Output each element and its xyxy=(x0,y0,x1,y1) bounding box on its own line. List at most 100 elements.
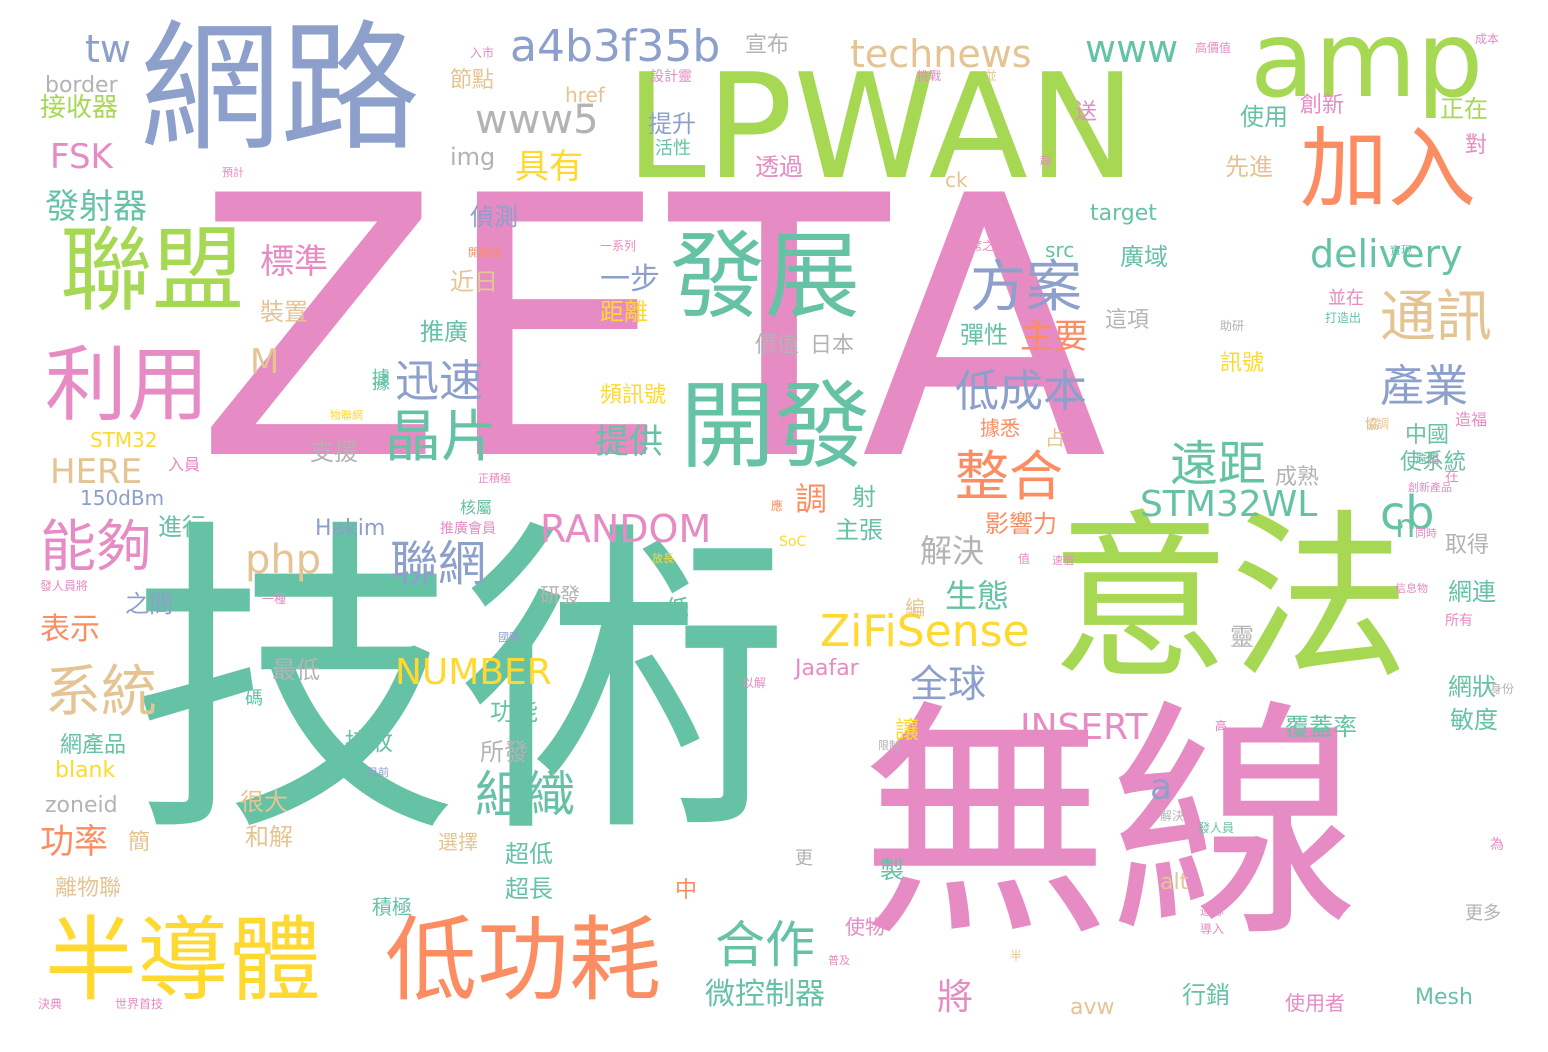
word-cloud-word: 運隊 xyxy=(1200,904,1225,918)
word-cloud-word: 高價值 xyxy=(1195,41,1232,55)
word-cloud-word: 功率 xyxy=(40,822,108,862)
word-cloud-word: 正在 xyxy=(1440,95,1488,123)
word-cloud-word: 功能 xyxy=(490,698,538,726)
word-cloud-word: 敏度 xyxy=(1450,706,1498,734)
word-cloud-word: 高 xyxy=(1215,719,1228,733)
word-cloud-word: 核屬 xyxy=(460,498,493,517)
word-cloud-word: 在 xyxy=(1445,469,1459,485)
word-cloud-word: 成本 xyxy=(1475,32,1500,46)
word-cloud-word: 低功耗 xyxy=(385,907,662,1014)
word-cloud-word: 據 xyxy=(372,368,390,389)
word-cloud-word: 方案 xyxy=(970,255,1082,320)
word-cloud-word: 日本 xyxy=(810,333,855,358)
word-cloud-word: alt xyxy=(1160,870,1189,895)
word-cloud-word: 行銷 xyxy=(1182,981,1230,1009)
word-cloud-word: 身份 xyxy=(1490,682,1515,696)
word-cloud-word: 協調 xyxy=(1365,417,1390,431)
word-cloud-word: 速值 xyxy=(1052,554,1074,567)
word-cloud-word: 創新產品 xyxy=(1408,481,1452,494)
word-cloud-word: 半 xyxy=(1010,949,1023,963)
word-cloud-word: www xyxy=(1085,27,1179,71)
word-cloud-word: 更多 xyxy=(1465,903,1501,924)
word-cloud-word: 之間 xyxy=(125,590,173,618)
word-cloud-word: ck xyxy=(945,168,968,192)
word-cloud-word: 產業 xyxy=(1380,361,1468,412)
word-cloud-word: 全球 xyxy=(910,662,987,706)
word-cloud-word: 製 xyxy=(880,856,904,884)
word-cloud-word: 推廣會員 xyxy=(440,521,496,537)
word-cloud-word: 最低 xyxy=(272,656,320,684)
word-cloud-word: 標準 xyxy=(260,242,328,282)
word-cloud-word: 網產品 xyxy=(60,733,127,758)
word-cloud-word: 以解 xyxy=(742,676,767,690)
word-cloud-word: INSERT xyxy=(1020,707,1148,748)
word-cloud-word: 入員 xyxy=(168,455,201,474)
word-cloud-word: 設計靈 xyxy=(650,69,692,85)
word-cloud-word: 表示 xyxy=(40,612,100,647)
word-cloud-word: 圖 xyxy=(765,219,776,232)
word-cloud-word: 訊號 xyxy=(1220,351,1265,376)
word-cloud-word: a4b3f35b xyxy=(510,21,721,72)
word-cloud-word: blank xyxy=(55,758,116,783)
word-cloud-word: 支援 xyxy=(310,438,358,466)
word-cloud-word: 應 xyxy=(771,499,784,513)
word-cloud-word: 入市 xyxy=(470,46,495,60)
word-cloud-word: 整合 xyxy=(955,445,1063,508)
word-cloud-word: 超長 xyxy=(505,875,553,903)
word-cloud-word: HERE xyxy=(50,452,143,492)
word-cloud-word: 離物聯 xyxy=(55,876,122,901)
word-cloud-word: delivery xyxy=(1310,232,1463,276)
word-cloud-word: 發展 xyxy=(670,222,861,332)
word-cloud-word: 微控制器 xyxy=(705,977,825,1012)
word-cloud-word: 對 xyxy=(1465,133,1488,158)
word-cloud-word: 讓 xyxy=(895,716,919,744)
word-cloud-word: 迅速 xyxy=(395,356,483,407)
word-cloud-word: 廣域 xyxy=(1120,243,1168,271)
word-cloud-word: target xyxy=(1090,201,1157,226)
word-cloud-word: 裝置 xyxy=(260,298,308,326)
word-cloud-word: href xyxy=(565,83,605,107)
word-cloud-word: php xyxy=(245,537,322,583)
word-cloud-word: 這項 xyxy=(1105,308,1150,333)
word-cloud-word: 所發 xyxy=(480,738,528,766)
word-cloud-word: 一步 xyxy=(600,262,660,297)
word-cloud-word: 挑戰 xyxy=(917,69,942,83)
word-cloud-word: src xyxy=(1045,238,1075,262)
word-cloud-word: 覆蓋率 xyxy=(1285,713,1357,741)
word-cloud-word: 發人員 xyxy=(1198,821,1235,835)
word-cloud-word: img xyxy=(450,143,496,171)
word-cloud-word: 節點 xyxy=(450,68,495,93)
word-cloud-word: 能夠 xyxy=(40,515,152,580)
word-cloud-word: 超 xyxy=(1040,154,1051,167)
word-cloud-word: 彈性 xyxy=(960,321,1008,349)
word-cloud-word: 開發 xyxy=(680,372,871,482)
word-cloud-word: 遠距 xyxy=(1170,436,1267,492)
word-cloud-word: 低成本 xyxy=(955,366,1087,417)
word-cloud-word: RANDOM xyxy=(540,507,712,551)
word-cloud-word: 網路 xyxy=(140,8,421,171)
word-cloud-word: 聯盟 xyxy=(60,217,245,324)
word-cloud-word: 靈 xyxy=(1230,623,1254,651)
word-cloud-word: 使用者 xyxy=(1285,991,1345,1015)
word-cloud-word: 世界首技 xyxy=(115,997,164,1011)
word-cloud-word: Mesh xyxy=(1415,985,1473,1010)
word-cloud-word: 信息物 xyxy=(1395,582,1428,595)
word-cloud-word: amp xyxy=(1250,0,1484,121)
word-cloud-word: zoneid xyxy=(45,793,118,818)
word-cloud-word: 一席之地 xyxy=(958,239,1007,253)
word-cloud-word: 調 xyxy=(795,480,828,518)
word-cloud-word: STM32 xyxy=(90,428,158,452)
word-cloud-word: 據悉 xyxy=(980,416,1020,440)
word-cloud-word: 解決 xyxy=(1160,809,1185,823)
word-cloud-word: 宣布 xyxy=(745,33,790,58)
word-cloud-word: 發射器 xyxy=(45,187,147,227)
word-cloud-word: 並在 xyxy=(1328,288,1364,309)
word-cloud-word: 網連 xyxy=(1448,578,1496,606)
word-cloud-word: 使物 xyxy=(845,915,885,939)
word-cloud-word: 加入 xyxy=(1300,117,1477,220)
word-cloud-word: 目前 xyxy=(367,766,389,779)
word-cloud-word: 射 xyxy=(852,483,876,511)
word-cloud-word: n xyxy=(1395,507,1416,545)
word-cloud-word: 選擇 xyxy=(438,830,478,854)
